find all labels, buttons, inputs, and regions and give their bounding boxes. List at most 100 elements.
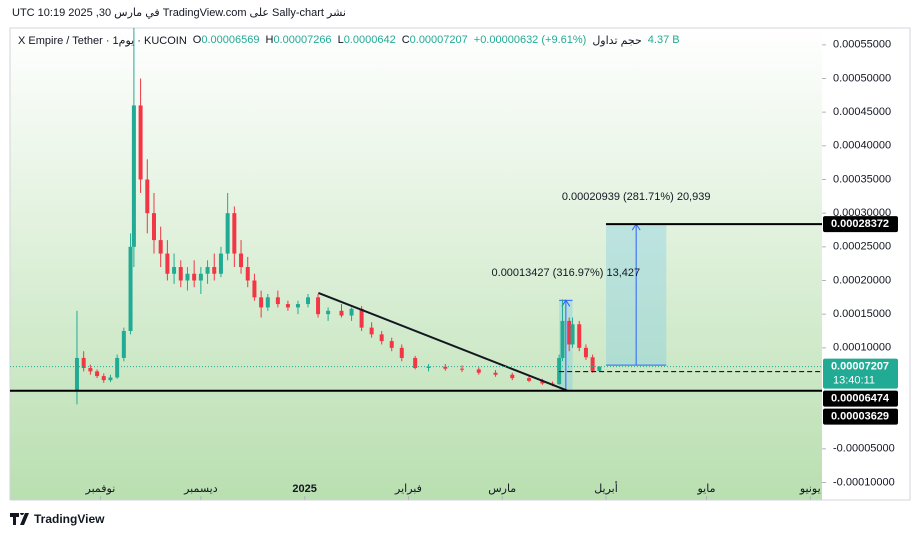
logo: [10, 513, 29, 525]
candle-body: [359, 308, 364, 328]
countdown: 13:40:11: [833, 375, 875, 387]
candle-body: [557, 357, 562, 385]
candle-body: [540, 380, 545, 384]
x-tick-label: مارس: [488, 483, 516, 495]
candle-body: [590, 357, 595, 371]
x-tick-label: أبريل: [594, 481, 618, 495]
candle-body: [232, 213, 237, 254]
y-tick-label: -0.00005000: [833, 443, 895, 455]
x-tick-label: نوفمبر: [85, 483, 116, 495]
trendline: [318, 291, 568, 392]
candle-body: [115, 357, 120, 378]
y-tick-label: 0.00045000: [833, 106, 891, 118]
value: 0.00007207: [409, 34, 468, 46]
volume: 4.37 B: [647, 34, 680, 46]
candle-body: [128, 246, 133, 331]
candle-body: [88, 368, 93, 372]
x-tick-label: 2025: [292, 483, 316, 495]
candle-body: [265, 297, 270, 308]
x-tick-label: يونيو: [799, 483, 821, 495]
candle-body: [108, 377, 113, 381]
x-tick-label: مايو: [696, 483, 715, 495]
measure-label: 0.00013427 (316.97%) 13,427: [492, 267, 641, 279]
candle-body: [493, 372, 498, 375]
candle-body: [527, 378, 532, 381]
low: L0.0000642: [338, 34, 396, 47]
price-label: 0.00007207: [831, 361, 889, 373]
legend: X Empire / Tether · 1يوم · KUCOIN O0.000…: [18, 34, 680, 47]
brand-name: TradingView: [34, 512, 105, 526]
label: C: [401, 34, 410, 46]
candle-body: [379, 334, 384, 342]
candle-body: [567, 320, 572, 345]
candle-body: [460, 368, 465, 370]
value: 0.00006569: [201, 34, 260, 46]
candle-body: [326, 310, 331, 315]
candle-body: [212, 267, 217, 274]
candle-body: [389, 341, 394, 348]
candle-body: [121, 330, 126, 358]
candle-body: [369, 327, 374, 335]
y-tick-label: 0.00040000: [833, 140, 891, 152]
candle-body: [131, 105, 136, 247]
plot-background: [10, 28, 822, 500]
candle-body: [413, 357, 418, 369]
candle-body: [225, 213, 230, 254]
y-tick-label: 0.00050000: [833, 72, 891, 84]
label: L: [337, 34, 344, 46]
candle-body: [399, 347, 404, 358]
label: H: [265, 34, 274, 46]
candle-body: [178, 267, 183, 281]
candle-body: [476, 369, 481, 373]
y-tick-label: 0.00035000: [833, 173, 891, 185]
price-label: 0.00003629: [831, 411, 889, 423]
candle-body: [165, 253, 170, 274]
candle-body: [510, 374, 515, 379]
x-tick-label: فبراير: [394, 483, 422, 495]
y-tick-label: 0.00055000: [833, 39, 891, 51]
candle-body: [95, 371, 100, 377]
x-tick-label: ديسمبر: [183, 483, 218, 495]
candle-body: [443, 366, 448, 369]
brand: TradingView: [10, 512, 104, 526]
candle-body: [239, 253, 244, 268]
candle-body: [158, 240, 163, 254]
y-tick-label: 0.00025000: [833, 241, 891, 253]
candle-body: [74, 357, 79, 391]
symbol: X Empire / Tether · 1يوم · KUCOIN: [18, 35, 187, 47]
candle-body: [245, 267, 250, 281]
change: +0.00000632 (+9.61%): [473, 34, 587, 46]
price-label-box: [823, 216, 898, 233]
candle-body: [185, 273, 190, 281]
y-tick-label: 0.00015000: [833, 308, 891, 320]
candle-body: [426, 366, 431, 369]
close: C0.00007207: [402, 34, 468, 47]
candle-body: [198, 273, 203, 281]
price-label-box: [823, 358, 898, 389]
candle-body: [285, 304, 290, 308]
value: 0.00007266: [273, 34, 332, 46]
candle-body: [172, 267, 177, 274]
candle-body: [295, 304, 300, 308]
frame: [9, 27, 911, 501]
candle-body: [316, 297, 321, 315]
price-label-box: [823, 390, 898, 407]
measure-label: 0.00020939 (281.71%) 20,939: [562, 191, 711, 203]
candle-body: [349, 308, 354, 316]
y-tick-label: 0.00020000: [833, 274, 891, 286]
candle-body: [205, 267, 210, 274]
candle-body: [577, 324, 582, 348]
published-line: نشر Sally-chart على TradingView.com في م…: [12, 7, 346, 19]
candle-body: [151, 213, 156, 241]
price-label: 0.00006474: [831, 393, 890, 405]
candle-body: [101, 376, 106, 381]
candle-body: [218, 253, 223, 274]
arrow-head: [561, 299, 571, 307]
label: O: [192, 34, 202, 46]
value: 0.0000642: [343, 34, 396, 46]
candle-body: [145, 179, 150, 214]
candle-body: [583, 347, 588, 358]
candle-body: [597, 366, 602, 371]
